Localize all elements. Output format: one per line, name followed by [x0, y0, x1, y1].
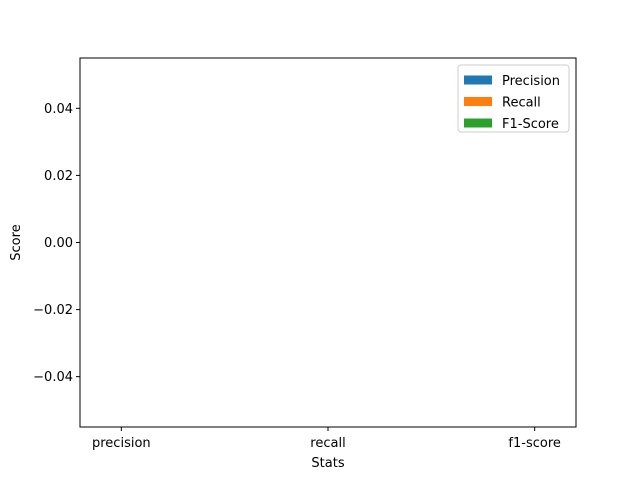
- x-axis-label: Stats: [311, 456, 344, 471]
- x-tick-label: recall: [310, 436, 345, 451]
- legend-label-recall: Recall: [502, 96, 541, 111]
- legend-swatch-precision: [464, 75, 492, 85]
- x-axis: precision recall f1-score: [92, 427, 561, 451]
- x-tick-label: precision: [92, 436, 151, 451]
- legend: Precision Recall F1-Score: [457, 64, 570, 133]
- legend-swatch-f1-score: [464, 118, 492, 128]
- y-tick-label: 0.00: [44, 236, 73, 251]
- y-tick-label: −0.02: [33, 303, 73, 318]
- legend-swatch-recall: [464, 97, 492, 106]
- y-tick-label: −0.04: [33, 370, 73, 385]
- x-tick-label: f1-score: [508, 436, 560, 451]
- y-tick-label: 0.04: [44, 102, 73, 117]
- legend-label-precision: Precision: [502, 74, 560, 89]
- y-tick-label: 0.02: [44, 169, 73, 184]
- y-axis-label: Score: [9, 224, 24, 260]
- legend-label-f1-score: F1-Score: [502, 117, 559, 132]
- y-axis: 0.04 0.02 0.00 −0.02 −0.04: [33, 102, 80, 385]
